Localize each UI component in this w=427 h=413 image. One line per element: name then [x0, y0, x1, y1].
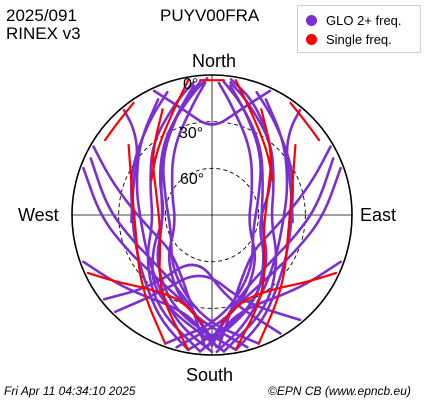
single-freq-track-1	[150, 79, 190, 182]
glo-track-27	[102, 263, 282, 335]
single-freq-track-10	[103, 101, 135, 142]
single-freq-track-11	[289, 101, 321, 142]
legend: GLO 2+ freq. Single freq.	[297, 5, 421, 53]
ring-label-60: 60°	[180, 171, 205, 188]
single-freq-track-8	[220, 271, 338, 325]
skyplot-grid	[71, 74, 353, 356]
generation-timestamp: Fri Apr 11 04:34:10 2025	[4, 384, 136, 398]
legend-marker-glo	[306, 14, 317, 26]
glo-track-10	[222, 81, 278, 353]
station-name: PUYV00FRA	[160, 6, 260, 25]
glo-track-24	[285, 108, 302, 224]
glo-track-22	[217, 260, 342, 341]
single-freq-track-4	[234, 108, 272, 351]
single-freq-track-5	[127, 143, 167, 345]
direction-east: East	[360, 205, 397, 225]
glo-track-14	[215, 98, 289, 354]
legend-marker-single	[306, 33, 317, 45]
direction-north: North	[192, 51, 237, 71]
rinex-format: RINEX v3	[6, 24, 81, 43]
direction-south: South	[186, 365, 234, 385]
glo-track-25	[152, 89, 272, 126]
satellite-tracks	[82, 76, 342, 354]
legend-entry-glo: GLO 2+ freq.	[306, 12, 402, 28]
observation-date: 2025/091	[6, 6, 77, 25]
series-glo-multi-freq	[82, 76, 342, 354]
glo-track-21	[82, 260, 207, 341]
direction-west: West	[18, 205, 59, 225]
glo-track-7	[135, 98, 214, 354]
single-freq-track-7	[86, 271, 204, 325]
glo-track-23	[122, 108, 139, 224]
series-single-freq	[86, 79, 338, 351]
legend-label-single: Single freq.	[326, 31, 392, 47]
single-freq-track-3	[152, 108, 190, 351]
single-freq-track-2	[234, 79, 274, 182]
legend-label-glo: GLO 2+ freq.	[326, 12, 402, 28]
glo-track-26	[113, 274, 302, 322]
ring-label-30: 30°	[179, 125, 204, 142]
ring-label-0: 0°	[183, 76, 199, 93]
single-freq-track-6	[257, 143, 297, 345]
legend-entry-single: Single freq.	[306, 31, 392, 47]
credit-line: ©EPN CB (www.epncb.eu)	[268, 384, 411, 398]
